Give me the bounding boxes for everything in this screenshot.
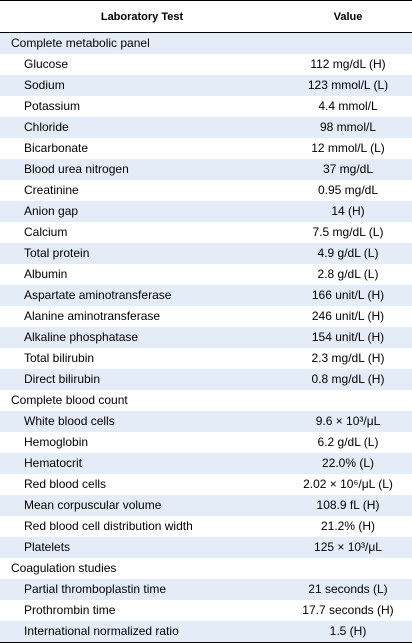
section-title: Complete blood count <box>0 390 284 411</box>
test-value: 6.2 g/dL (L) <box>284 432 412 453</box>
test-value: 21 seconds (L) <box>284 579 412 600</box>
table-row: Glucose 112 mg/dL (H) <box>0 54 412 75</box>
test-name: Bicarbonate <box>0 138 284 159</box>
test-value: 2.3 mg/dL (H) <box>284 348 412 369</box>
test-name: Red blood cells <box>0 474 284 495</box>
test-value: 108.9 fL (H) <box>284 495 412 516</box>
test-name: Calcium <box>0 222 284 243</box>
test-name: Prothrombin time <box>0 600 284 621</box>
test-value: 7.5 mg/dL (L) <box>284 222 412 243</box>
table-row: Partial thromboplastin time 21 seconds (L… <box>0 579 412 600</box>
test-name: Creatinine <box>0 180 284 201</box>
section-value-empty <box>284 390 412 411</box>
test-name: Potassium <box>0 96 284 117</box>
test-value: 37 mg/dL <box>284 159 412 180</box>
table-row: Platelets 125 × 10³/μL <box>0 537 412 558</box>
table-row: Red blood cell distribution width 21.2% (… <box>0 516 412 537</box>
table-row: Red blood cells 2.02 × 10⁶/μL (L) <box>0 474 412 495</box>
table-row: Blood urea nitrogen 37 mg/dL <box>0 159 412 180</box>
test-name: Glucose <box>0 54 284 75</box>
table-row: Total bilirubin 2.3 mg/dL (H) <box>0 348 412 369</box>
test-name: Aspartate aminotransferase <box>0 285 284 306</box>
test-name: Partial thromboplastin time <box>0 579 284 600</box>
test-value: 4.9 g/dL (L) <box>284 243 412 264</box>
test-name: International normalized ratio <box>0 621 284 643</box>
test-name: Platelets <box>0 537 284 558</box>
test-value: 112 mg/dL (H) <box>284 54 412 75</box>
header-laboratory-test: Laboratory Test <box>0 0 284 33</box>
section-row: Coagulation studies <box>0 558 412 579</box>
test-name: Mean corpuscular volume <box>0 495 284 516</box>
test-name: Total bilirubin <box>0 348 284 369</box>
table-row: Hemoglobin 6.2 g/dL (L) <box>0 432 412 453</box>
table-row: Anion gap 14 (H) <box>0 201 412 222</box>
table-row: Chloride 98 mmol/L <box>0 117 412 138</box>
test-value: 166 unit/L (H) <box>284 285 412 306</box>
test-value: 123 mmol/L (L) <box>284 75 412 96</box>
table-header-row: Laboratory Test Value <box>0 0 412 33</box>
test-value: 0.95 mg/dL <box>284 180 412 201</box>
test-name: Chloride <box>0 117 284 138</box>
test-name: White blood cells <box>0 411 284 432</box>
test-name: Albumin <box>0 264 284 285</box>
test-name: Sodium <box>0 75 284 96</box>
table-row: Alkaline phosphatase 154 unit/L (H) <box>0 327 412 348</box>
section-value-empty <box>284 558 412 579</box>
section-title: Coagulation studies <box>0 558 284 579</box>
test-name: Total protein <box>0 243 284 264</box>
test-value: 2.02 × 10⁶/μL (L) <box>284 474 412 495</box>
table-row: Aspartate aminotransferase 166 unit/L (H) <box>0 285 412 306</box>
test-name: Anion gap <box>0 201 284 222</box>
test-name: Hemoglobin <box>0 432 284 453</box>
section-value-empty <box>284 32 412 54</box>
test-name: Hematocrit <box>0 453 284 474</box>
table-row: Sodium 123 mmol/L (L) <box>0 75 412 96</box>
table-row: Prothrombin time 17.7 seconds (H) <box>0 600 412 621</box>
table-body: Complete metabolic panel Glucose 112 mg/dL… <box>0 32 412 643</box>
test-value: 14 (H) <box>284 201 412 222</box>
test-name: Blood urea nitrogen <box>0 159 284 180</box>
test-value: 2.8 g/dL (L) <box>284 264 412 285</box>
test-value: 154 unit/L (H) <box>284 327 412 348</box>
table-row: Direct bilirubin 0.8 mg/dL (H) <box>0 369 412 390</box>
test-name: Direct bilirubin <box>0 369 284 390</box>
table-row: Potassium 4.4 mmol/L <box>0 96 412 117</box>
section-row: Complete metabolic panel <box>0 32 412 54</box>
test-name: Red blood cell distribution width <box>0 516 284 537</box>
test-value: 17.7 seconds (H) <box>284 600 412 621</box>
test-value: 98 mmol/L <box>284 117 412 138</box>
table-row: Bicarbonate 12 mmol/L (L) <box>0 138 412 159</box>
section-title: Complete metabolic panel <box>0 32 284 54</box>
table-row: White blood cells 9.6 × 10³/μL <box>0 411 412 432</box>
test-name: Alkaline phosphatase <box>0 327 284 348</box>
table-row: Calcium 7.5 mg/dL (L) <box>0 222 412 243</box>
test-value: 125 × 10³/μL <box>284 537 412 558</box>
header-value: Value <box>284 0 412 33</box>
test-value: 21.2% (H) <box>284 516 412 537</box>
table-row: Mean corpuscular volume 108.9 fL (H) <box>0 495 412 516</box>
table-row: Creatinine 0.95 mg/dL <box>0 180 412 201</box>
table-row: International normalized ratio 1.5 (H) <box>0 621 412 643</box>
test-value: 246 unit/L (H) <box>284 306 412 327</box>
table-row: Albumin 2.8 g/dL (L) <box>0 264 412 285</box>
table-row: Hematocrit 22.0% (L) <box>0 453 412 474</box>
test-name: Alanine aminotransferase <box>0 306 284 327</box>
test-value: 22.0% (L) <box>284 453 412 474</box>
table-row: Total protein 4.9 g/dL (L) <box>0 243 412 264</box>
table-row: Alanine aminotransferase 246 unit/L (H) <box>0 306 412 327</box>
test-value: 0.8 mg/dL (H) <box>284 369 412 390</box>
test-value: 9.6 × 10³/μL <box>284 411 412 432</box>
test-value: 12 mmol/L (L) <box>284 138 412 159</box>
test-value: 1.5 (H) <box>284 621 412 643</box>
test-value: 4.4 mmol/L <box>284 96 412 117</box>
section-row: Complete blood count <box>0 390 412 411</box>
